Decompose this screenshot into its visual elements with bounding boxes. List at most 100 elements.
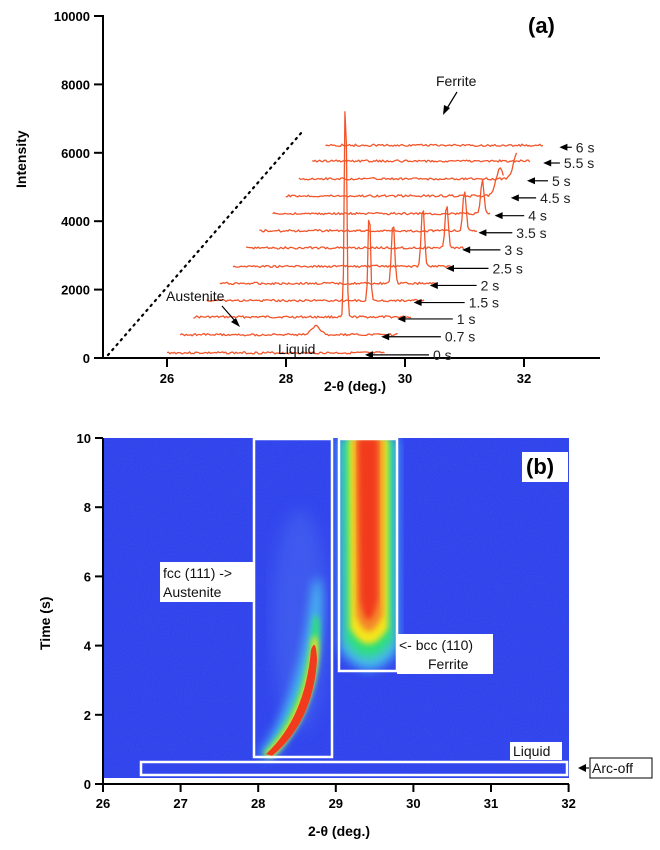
liquid-box [139, 760, 569, 777]
arc-off-label-border [589, 757, 653, 779]
austenite-arrow [221, 305, 237, 323]
b-xtick-label: 29 [329, 796, 343, 811]
panel-a-time-labels: 0 s 0.7 s 1 s1.5 s 2 s2.5 s 3 s3.5 s4 s 4.5 s… [365, 139, 594, 363]
austenite-annotation: Austenite [166, 288, 225, 304]
heatmap-noise [103, 438, 569, 778]
time-label-arrowhead [462, 246, 471, 254]
time-label: 1 s [457, 311, 476, 327]
a-xtick-label: 26 [160, 371, 174, 386]
b-xtick-label: 26 [96, 796, 110, 811]
fcc-label-line2: Austenite [163, 584, 222, 600]
panel-a-traces [166, 111, 544, 355]
b-ytick-label: 2 [84, 708, 91, 723]
trace-2-s [219, 226, 438, 286]
time-label-arrowhead [543, 159, 552, 167]
panel-a-y-ticks: 0 2000 4000 6000 8000 10000 [54, 9, 103, 366]
panel-a-label: (a) [528, 13, 555, 38]
b-xtick-label: 27 [173, 796, 187, 811]
time-label-arrowhead [397, 315, 406, 323]
time-label: 1.5 s [469, 295, 499, 311]
b-xtick-label: 31 [484, 796, 498, 811]
time-label-arrowhead [510, 194, 519, 202]
time-label-arrowhead [527, 177, 535, 185]
time-label-arrowhead [446, 264, 454, 272]
fcc-label-line1: fcc (111) -> [163, 565, 232, 581]
trace-0-s [166, 351, 385, 355]
time-label: 3.5 s [516, 225, 546, 241]
panel-b-label: (b) [526, 454, 554, 479]
bcc-label-line1: <- bcc (110) [399, 637, 473, 653]
time-label: 4 s [528, 208, 547, 224]
panel-a-y-axis-label: Intensity [13, 130, 29, 188]
trace-4-s [272, 178, 491, 216]
ferrite-arrowhead [443, 105, 450, 115]
a-xtick-label: 30 [398, 371, 412, 386]
bcc-label-bg [397, 634, 493, 674]
arc-off-label-bg [590, 758, 652, 778]
trace-0-7-s [179, 324, 398, 337]
arc-off-annotation: Arc-off [592, 760, 633, 776]
trace-2-5-s [232, 210, 451, 269]
a-ytick-label: 6000 [61, 146, 90, 161]
ferrite-annotation: Ferrite [436, 73, 477, 89]
panel-b-x-axis-label: 2-θ (deg.) [308, 823, 370, 839]
a-ytick-label: 2000 [61, 283, 90, 298]
liquid-annotation-a: Liquid [278, 341, 315, 357]
austenite-band [258, 577, 322, 758]
time-label: 0.7 s [445, 329, 475, 345]
panel-a-x-ticks: 26 28 30 32 [160, 358, 531, 386]
time-label: 6 s [576, 139, 595, 155]
liquid-label-bg-b [510, 742, 562, 760]
trace-3-5-s [259, 191, 478, 233]
a-xtick-label: 28 [279, 371, 293, 386]
time-label: 0 s [433, 347, 452, 363]
time-label: 2.5 s [493, 260, 523, 276]
panel-b-label-bg [522, 452, 568, 482]
time-label-arrowhead [429, 281, 438, 289]
a-ytick-label: 4000 [61, 214, 90, 229]
panel-b-y-axis-label: Time (s) [37, 597, 53, 650]
b-xtick-label: 30 [406, 796, 420, 811]
time-label-arrowhead [494, 212, 503, 220]
trace-1-5-s [206, 219, 425, 303]
time-label: 5.5 s [564, 155, 594, 171]
bcc-label-line2: Ferrite [428, 656, 469, 672]
panel-a: (a) 0 2000 4000 6000 8000 10000 26 28 30 32 2-θ … [13, 9, 600, 394]
liquid-annotation-b: Liquid [513, 743, 550, 759]
panel-b-y-ticks: 0 2 4 6 8 10 [77, 431, 103, 792]
time-label-arrowhead [381, 333, 390, 341]
time-label: 4.5 s [540, 190, 570, 206]
b-xtick-label: 28 [251, 796, 265, 811]
dotted-guide-line [106, 130, 304, 357]
fcc-label-bg [160, 562, 254, 602]
arc-off-arrowhead [578, 764, 586, 772]
time-label-arrowhead [365, 351, 373, 359]
trace-4-5-s [285, 167, 504, 198]
panel-a-x-axis-label: 2-θ (deg.) [324, 378, 386, 394]
b-xtick-label: 32 [561, 796, 575, 811]
ferrite-band [338, 438, 398, 670]
trace-6-s [325, 143, 544, 148]
b-ytick-label: 0 [84, 777, 91, 792]
trace-3-s [245, 206, 465, 250]
a-ytick-label: 0 [83, 351, 90, 366]
a-xtick-label: 32 [517, 371, 531, 386]
time-label: 2 s [481, 277, 500, 293]
a-ytick-label: 8000 [61, 77, 90, 92]
time-label-arrowhead [413, 299, 422, 307]
trace-1-s [193, 111, 412, 319]
trace-5-5-s [312, 159, 531, 163]
time-label: 5 s [552, 173, 571, 189]
b-ytick-label: 4 [84, 639, 92, 654]
austenite-arrowhead [231, 318, 240, 327]
b-ytick-label: 10 [77, 431, 91, 446]
trace-5-s [298, 152, 518, 181]
ferrite-box [337, 437, 399, 673]
panel-b: 0 2 4 6 8 10 26 27 28 29 30 31 32 2-θ (deg.) Time (… [37, 431, 653, 839]
time-label-arrowhead [478, 229, 487, 237]
time-label: 3 s [504, 242, 523, 258]
b-ytick-label: 6 [84, 569, 91, 584]
a-ytick-label: 10000 [54, 9, 90, 24]
time-label-arrowhead [559, 143, 568, 151]
